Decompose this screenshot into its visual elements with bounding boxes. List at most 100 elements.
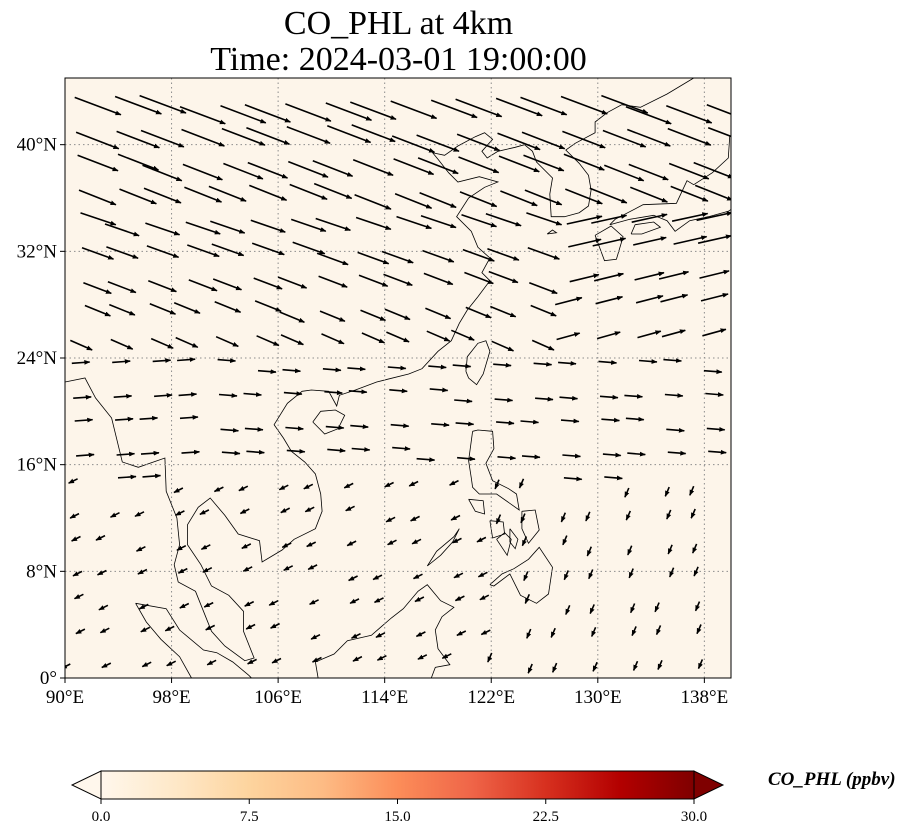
- wind-arrow: [491, 340, 515, 352]
- wind-arrow: [601, 417, 620, 423]
- wind-arrow: [658, 270, 690, 280]
- wind-arrow: [327, 448, 346, 453]
- wind-arrow: [117, 153, 160, 171]
- wind-arrow: [251, 242, 285, 256]
- wind-arrow: [526, 628, 532, 639]
- wind-arrow: [220, 104, 267, 124]
- wind-arrow: [599, 394, 619, 400]
- wind-arrow: [185, 221, 221, 235]
- wind-arrow: [281, 542, 292, 549]
- wind-arrow: [289, 183, 328, 201]
- wind-arrow: [689, 485, 695, 496]
- wind-arrow: [392, 446, 411, 451]
- coastline-15: [609, 135, 731, 232]
- wind-arrow: [663, 358, 682, 363]
- wind-arrow: [430, 99, 478, 119]
- wind-arrow: [408, 480, 419, 487]
- wind-arrow: [279, 311, 305, 323]
- wind-arrow: [140, 450, 160, 456]
- wind-arrow: [441, 653, 452, 660]
- wind-arrow: [385, 516, 396, 523]
- wind-arrow: [495, 514, 502, 525]
- wind-arrow: [592, 237, 627, 247]
- wind-arrow: [664, 393, 684, 398]
- wind-arrow: [143, 187, 182, 204]
- wind-arrow: [140, 626, 151, 633]
- wind-arrow: [354, 193, 392, 210]
- wind-arrow: [246, 449, 265, 455]
- wind-arrow: [696, 624, 702, 635]
- wind-arrow: [280, 334, 304, 346]
- wind-arrow: [77, 154, 119, 172]
- wind-arrow: [221, 450, 241, 456]
- wind-arrow: [387, 365, 407, 371]
- wind-arrow: [673, 235, 708, 245]
- lon-tick-label: 90°E: [46, 687, 84, 708]
- wind-arrow: [358, 274, 389, 287]
- wind-arrow: [73, 593, 84, 600]
- wind-arrow: [628, 163, 669, 181]
- wind-arrow: [477, 571, 488, 578]
- wind-arrow: [384, 308, 411, 321]
- wind-arrow: [104, 223, 140, 237]
- wind-arrow: [175, 336, 199, 349]
- wind-arrow: [456, 133, 501, 152]
- wind-arrow: [68, 478, 78, 484]
- wind-arrow: [627, 128, 671, 147]
- wind-arrow: [145, 222, 181, 236]
- wind-arrow: [480, 629, 491, 636]
- wind-arrow: [670, 185, 709, 202]
- wind-arrow: [271, 657, 282, 664]
- wind-arrow: [530, 304, 557, 317]
- wind-arrow: [417, 654, 428, 660]
- map-plot-area: 90°E 98°E 106°E 114°E 122°E 130°E 138°E 0° 8°N 16…: [17, 77, 732, 708]
- wind-arrow: [666, 427, 685, 433]
- wind-arrow: [521, 536, 528, 547]
- wind-arrow: [292, 241, 326, 255]
- wind-arrow: [98, 604, 109, 611]
- wind-arrow: [459, 191, 498, 208]
- wind-arrow: [318, 275, 348, 288]
- colorbar-tick-label: 22.5: [533, 809, 559, 825]
- wind-arrow: [83, 281, 112, 295]
- wind-arrow: [119, 188, 157, 205]
- wind-arrow: [99, 627, 110, 634]
- wind-arrow: [106, 246, 139, 259]
- wind-arrow: [520, 96, 568, 116]
- wind-arrow: [134, 511, 145, 518]
- wind-arrow: [527, 247, 560, 260]
- wind-arrow: [268, 599, 279, 606]
- wind-arrow: [110, 338, 134, 350]
- wind-arrow: [602, 129, 647, 148]
- wind-arrow: [464, 271, 494, 285]
- wind-arrow: [394, 192, 433, 209]
- wind-arrow: [179, 414, 199, 420]
- wind-arrow: [322, 367, 342, 373]
- wind-arrow: [315, 217, 351, 232]
- wind-arrow: [485, 213, 522, 227]
- wind-arrow: [211, 243, 245, 257]
- wind-arrow: [254, 300, 282, 313]
- wind-arrow: [376, 654, 387, 661]
- wind-arrow: [526, 212, 563, 226]
- wind-arrow: [625, 416, 645, 422]
- wind-arrow: [325, 425, 345, 430]
- wind-arrow: [115, 416, 134, 422]
- wind-arrow: [523, 571, 529, 582]
- wind-arrow: [174, 510, 185, 517]
- wind-arrow: [311, 656, 322, 663]
- wind-arrow: [426, 330, 451, 342]
- wind-arrow: [135, 545, 146, 552]
- lat-tick-label: 16°N: [17, 455, 58, 476]
- wind-arrow: [637, 330, 662, 339]
- wind-arrow: [667, 450, 687, 456]
- wind-arrow: [142, 473, 162, 479]
- wind-arrow: [203, 601, 214, 608]
- wind-arrow: [558, 360, 577, 366]
- wind-arrow: [202, 566, 213, 573]
- wind-arrow: [181, 128, 225, 147]
- wind-arrow: [633, 236, 667, 246]
- wind-arrow: [246, 126, 291, 145]
- wind-arrow: [247, 658, 257, 665]
- coastline-12: [135, 602, 253, 678]
